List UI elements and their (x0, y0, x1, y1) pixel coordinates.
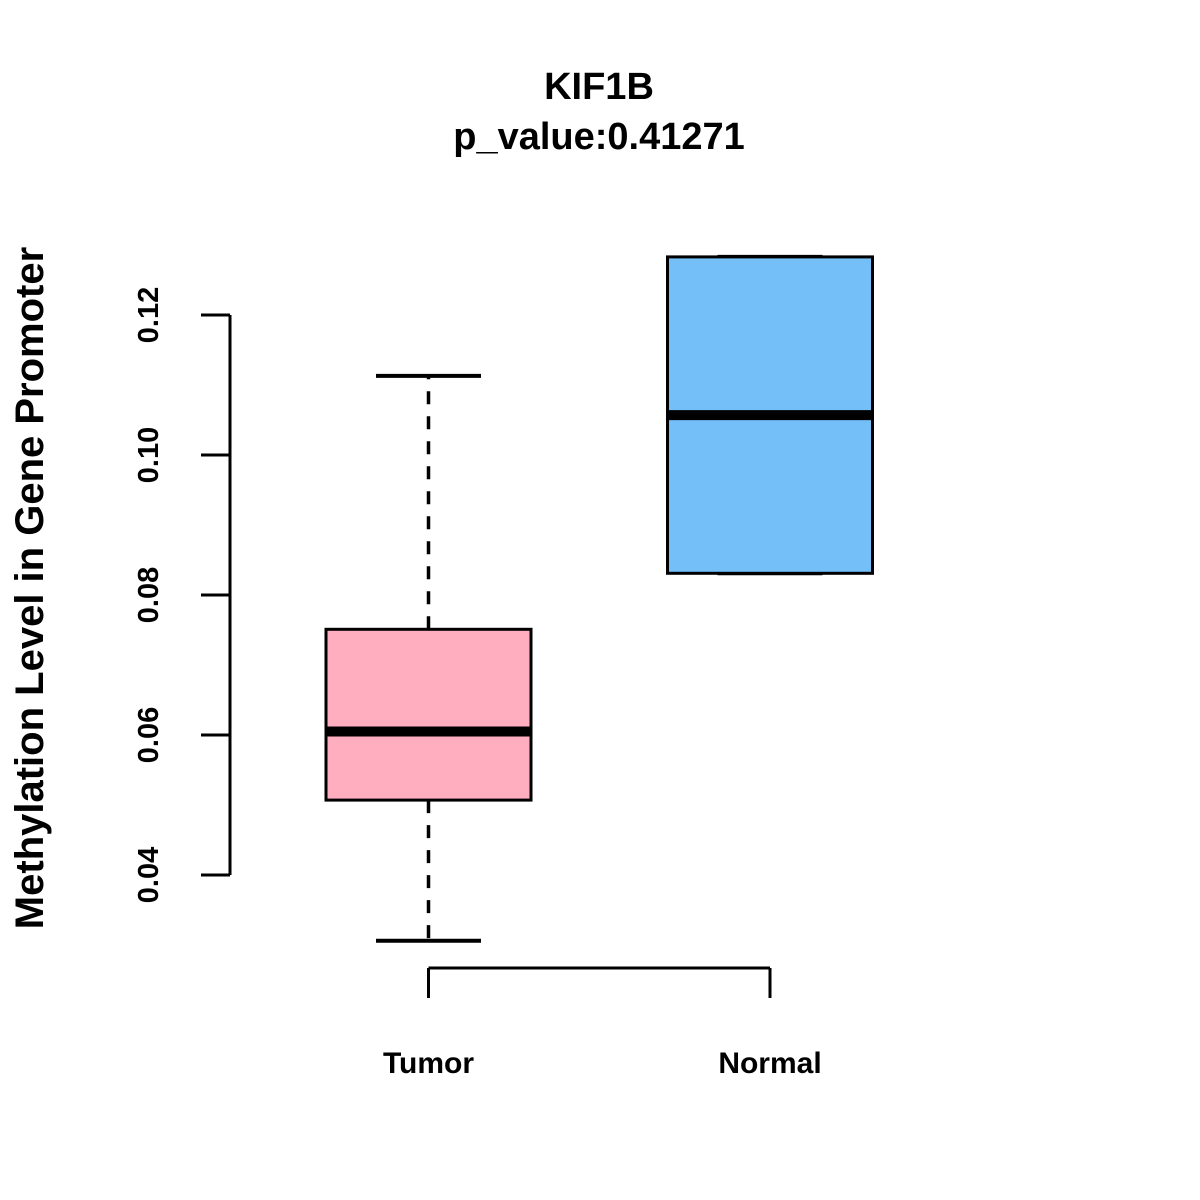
x-category-label: Normal (718, 1047, 821, 1080)
y-tick-label: 0.10 (133, 427, 165, 483)
box-tumor (324, 627, 533, 802)
y-tick-label: 0.06 (133, 707, 165, 763)
x-category-label: Tumor (383, 1047, 474, 1080)
chart-title: KIF1B (544, 66, 654, 108)
y-tick-label: 0.04 (133, 847, 165, 903)
y-tick-label: 0.08 (133, 567, 165, 623)
chart-subtitle: p_value:0.41271 (453, 116, 745, 158)
y-tick-label: 0.12 (133, 287, 165, 343)
